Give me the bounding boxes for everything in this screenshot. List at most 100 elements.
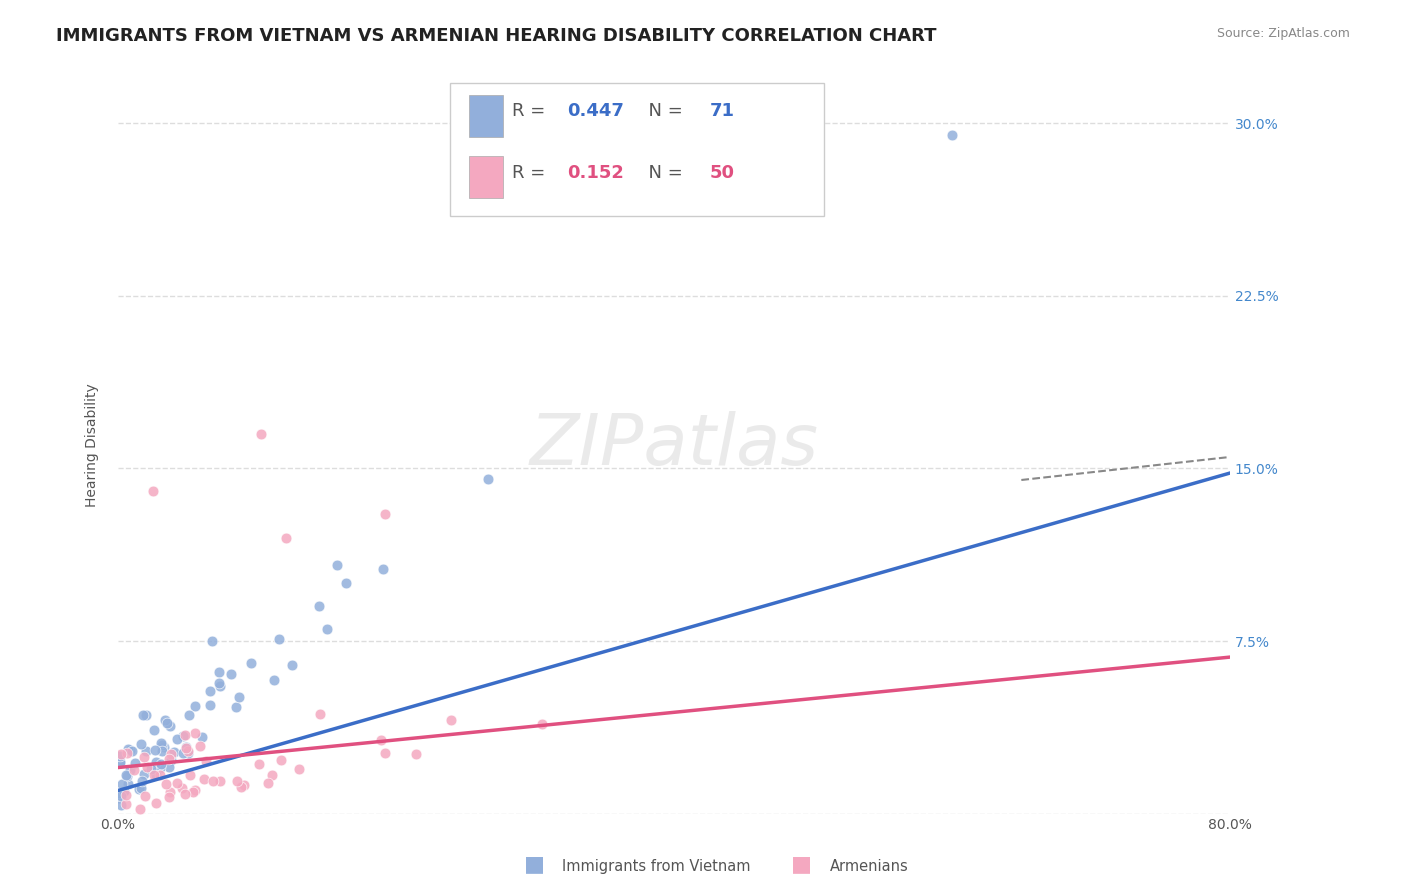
Point <box>117 741 139 756</box>
Point <box>108 756 131 770</box>
Point <box>155 777 177 791</box>
Point <box>184 698 207 713</box>
Point <box>193 772 215 787</box>
FancyBboxPatch shape <box>450 83 824 216</box>
Point <box>134 789 156 803</box>
Point <box>172 781 194 796</box>
Point <box>184 726 207 740</box>
Point <box>145 768 167 782</box>
Point <box>156 716 179 731</box>
Point <box>176 740 198 755</box>
Point <box>115 797 138 811</box>
Point <box>120 742 142 756</box>
Point <box>124 756 146 770</box>
Text: Source: ZipAtlas.com: Source: ZipAtlas.com <box>1216 27 1350 40</box>
Point <box>405 747 427 761</box>
Point <box>233 778 256 792</box>
Point <box>166 731 188 746</box>
Point <box>374 746 396 760</box>
Point <box>257 775 280 789</box>
Point <box>941 128 963 142</box>
Point <box>159 785 181 799</box>
Point <box>250 427 273 442</box>
Point <box>209 774 232 789</box>
Point <box>370 733 392 747</box>
Point <box>172 746 194 760</box>
Point <box>135 707 157 722</box>
Point <box>160 747 183 761</box>
Point <box>208 679 231 693</box>
Point <box>174 787 197 801</box>
Point <box>181 785 204 799</box>
Point <box>174 740 197 755</box>
Point <box>142 723 165 738</box>
Point <box>276 531 298 545</box>
Point <box>118 763 141 777</box>
Point <box>198 684 221 698</box>
Point <box>108 748 131 763</box>
Point <box>110 756 132 770</box>
Point <box>531 717 554 731</box>
Point <box>208 676 231 690</box>
Point <box>115 769 138 783</box>
Point <box>172 729 194 743</box>
Point <box>132 766 155 780</box>
Point <box>270 753 292 767</box>
Point <box>108 791 131 805</box>
Point <box>325 558 347 572</box>
Point <box>263 673 285 687</box>
Point <box>373 562 395 576</box>
Text: N =: N = <box>637 102 689 120</box>
Point <box>184 783 207 797</box>
Point <box>132 749 155 764</box>
Point <box>132 707 155 722</box>
Point <box>207 665 229 679</box>
Point <box>110 798 132 813</box>
Point <box>163 745 186 759</box>
Point <box>228 690 250 704</box>
Point <box>440 713 463 727</box>
Point <box>247 756 270 771</box>
Point <box>177 746 200 760</box>
Point <box>157 790 180 805</box>
Point <box>145 755 167 769</box>
Point <box>226 773 249 788</box>
Point <box>143 768 166 782</box>
Point <box>166 776 188 790</box>
Point <box>309 706 332 721</box>
Point <box>201 633 224 648</box>
Point <box>142 484 165 499</box>
Text: IMMIGRANTS FROM VIETNAM VS ARMENIAN HEARING DISABILITY CORRELATION CHART: IMMIGRANTS FROM VIETNAM VS ARMENIAN HEAR… <box>56 27 936 45</box>
Point <box>110 789 132 803</box>
Point <box>129 780 152 795</box>
Point <box>136 760 159 774</box>
Point <box>107 786 129 800</box>
Text: R =: R = <box>512 102 551 120</box>
Text: 0.447: 0.447 <box>567 102 624 120</box>
Point <box>150 743 173 757</box>
Point <box>190 739 212 754</box>
Point <box>201 774 224 789</box>
Point <box>115 768 138 782</box>
Point <box>149 768 172 782</box>
Point <box>477 472 499 486</box>
Point <box>139 762 162 776</box>
Text: 0.152: 0.152 <box>567 164 624 182</box>
Text: ■: ■ <box>792 855 811 874</box>
Text: N =: N = <box>637 164 689 182</box>
Point <box>262 767 284 781</box>
Point <box>153 739 176 754</box>
Y-axis label: Hearing Disability: Hearing Disability <box>86 384 100 508</box>
Point <box>150 757 173 772</box>
Text: 50: 50 <box>710 164 734 182</box>
Point <box>159 752 181 766</box>
Point <box>112 783 135 797</box>
Point <box>122 763 145 777</box>
Point <box>111 776 134 790</box>
Point <box>195 754 218 768</box>
Text: 71: 71 <box>710 102 734 120</box>
Point <box>240 656 263 670</box>
Point <box>155 713 177 727</box>
Point <box>229 780 252 794</box>
FancyBboxPatch shape <box>470 156 503 198</box>
